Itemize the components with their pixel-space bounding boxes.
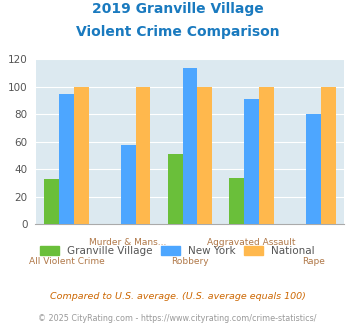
Bar [182, 68, 197, 224]
Bar [121, 145, 136, 224]
Legend: Granville Village, New York, National: Granville Village, New York, National [36, 242, 319, 260]
Bar [59, 94, 74, 224]
Bar [74, 87, 89, 224]
Text: Rape: Rape [302, 257, 325, 266]
Bar [321, 87, 336, 224]
Text: © 2025 CityRating.com - https://www.cityrating.com/crime-statistics/: © 2025 CityRating.com - https://www.city… [38, 314, 317, 323]
Text: 2019 Granville Village: 2019 Granville Village [92, 2, 263, 16]
Text: Robbery: Robbery [171, 257, 209, 266]
Bar [229, 178, 244, 224]
Text: Aggravated Assault: Aggravated Assault [207, 238, 296, 247]
Text: Compared to U.S. average. (U.S. average equals 100): Compared to U.S. average. (U.S. average … [50, 292, 305, 301]
Bar [244, 99, 259, 224]
Bar [259, 87, 274, 224]
Bar [197, 87, 212, 224]
Bar [136, 87, 151, 224]
Bar [306, 115, 321, 224]
Text: Murder & Mans...: Murder & Mans... [89, 238, 167, 247]
Text: Violent Crime Comparison: Violent Crime Comparison [76, 25, 279, 39]
Bar [168, 154, 182, 224]
Bar [44, 179, 59, 224]
Text: All Violent Crime: All Violent Crime [28, 257, 104, 266]
